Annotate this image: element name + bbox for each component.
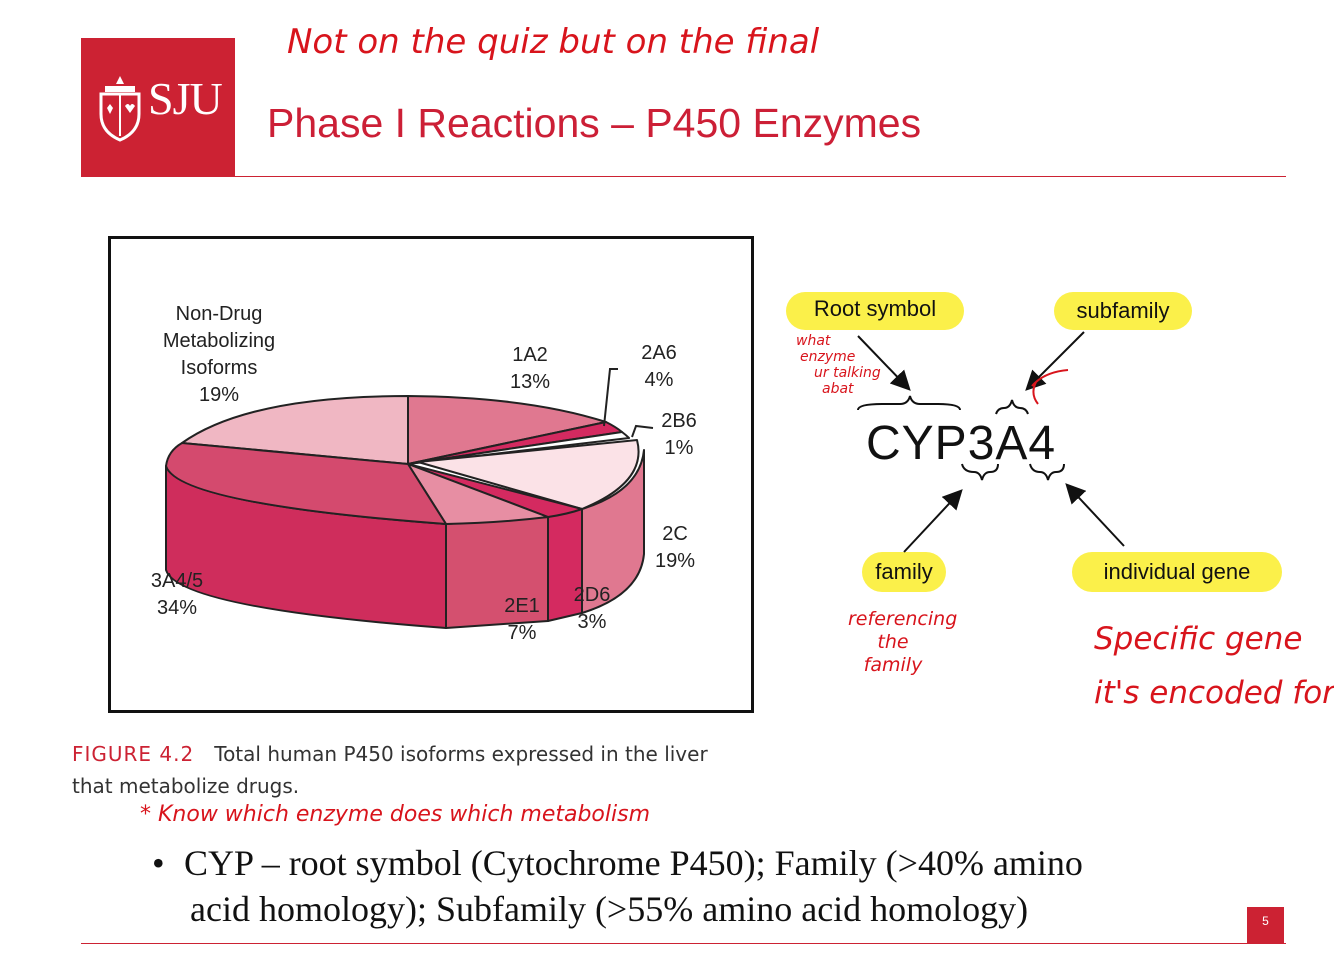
caption-line-2: that metabolize drugs.	[72, 774, 300, 798]
pie-slice-nondrug	[181, 395, 409, 465]
arrow-family	[903, 489, 963, 553]
page-number: 5	[1247, 907, 1284, 944]
label-individual-gene: individual gene	[1072, 552, 1282, 592]
bracket-subfamily	[995, 399, 1029, 415]
label-subfamily: subfamily	[1054, 292, 1192, 330]
pie-slice-2e1	[407, 463, 549, 525]
diagram-arrows	[857, 331, 1125, 553]
label-family: family	[862, 552, 946, 592]
pie-label-nondrug: Non-Drug Metabolizing Isoforms 19%	[162, 303, 276, 406]
slide-title: Phase I Reactions – P450 Enzymes	[267, 100, 922, 146]
university-logo	[81, 38, 235, 176]
pie-label-3a4: 3A4/5 34%	[150, 570, 204, 619]
pie-slice-2b6	[407, 431, 630, 465]
bracket-gene	[1029, 463, 1065, 481]
handwritten-note-caption: * Know which enzyme does which metabolis…	[140, 802, 651, 827]
pie-label-2a6: 2A6 4%	[641, 342, 677, 391]
caption-line-1: Total human P450 isoforms expressed in t…	[214, 742, 708, 766]
pie-chart-frame	[108, 236, 754, 713]
arrow-subfamily	[1025, 331, 1085, 391]
pie-slice-3a4	[165, 442, 447, 525]
shield-icon	[99, 76, 141, 142]
bullet-point: • CYP – root symbol (Cytochrome P450); Fa…	[152, 840, 1083, 932]
handwritten-note-gene: Specific gene it's encoded for	[1094, 621, 1334, 711]
pie-label-2c: 2C 19%	[654, 523, 696, 572]
bullet-line-2: acid homology); Subfamily (>55% amino ac…	[190, 889, 1029, 929]
label-root-symbol: Root symbol	[786, 292, 964, 330]
handwritten-note-family: referencing the family	[848, 608, 958, 676]
arrow-root-symbol	[857, 335, 911, 391]
logo-text: SJU	[148, 73, 223, 124]
bullet-icon: •	[152, 843, 165, 883]
bullet-line-1: CYP – root symbol (Cytochrome P450); Fam…	[184, 843, 1083, 883]
pie-slice-2c	[417, 439, 640, 510]
pie-label-2b6: 2B6 1%	[661, 410, 697, 459]
bracket-family	[961, 463, 999, 481]
footer-divider	[81, 943, 1286, 944]
pie-label-1a2: 1A2 13%	[509, 344, 551, 393]
leader-2b6	[631, 424, 654, 438]
pie-label-2e1: 2E1 7%	[504, 595, 540, 644]
pie-chart	[165, 368, 654, 629]
leader-2a6	[603, 368, 618, 427]
enzyme-name: CYP3A4	[866, 417, 1057, 470]
figure-caption: FIGURE 4.2 Total human P450 isoforms expr…	[72, 738, 708, 802]
handwritten-arrow-mark	[1031, 369, 1069, 405]
figure-label: FIGURE 4.2	[72, 742, 195, 766]
pie-side-2c	[581, 449, 645, 614]
header-divider	[81, 176, 1286, 177]
bracket-root	[857, 395, 961, 411]
pie-slice-1a2	[407, 395, 607, 465]
handwritten-note-root: what enzyme ur talking abat	[796, 333, 881, 397]
handwritten-note-top: Not on the quiz but on the final	[287, 22, 820, 62]
arrow-individual-gene	[1065, 483, 1125, 547]
pie-label-2d6: 2D6 3%	[573, 584, 611, 633]
